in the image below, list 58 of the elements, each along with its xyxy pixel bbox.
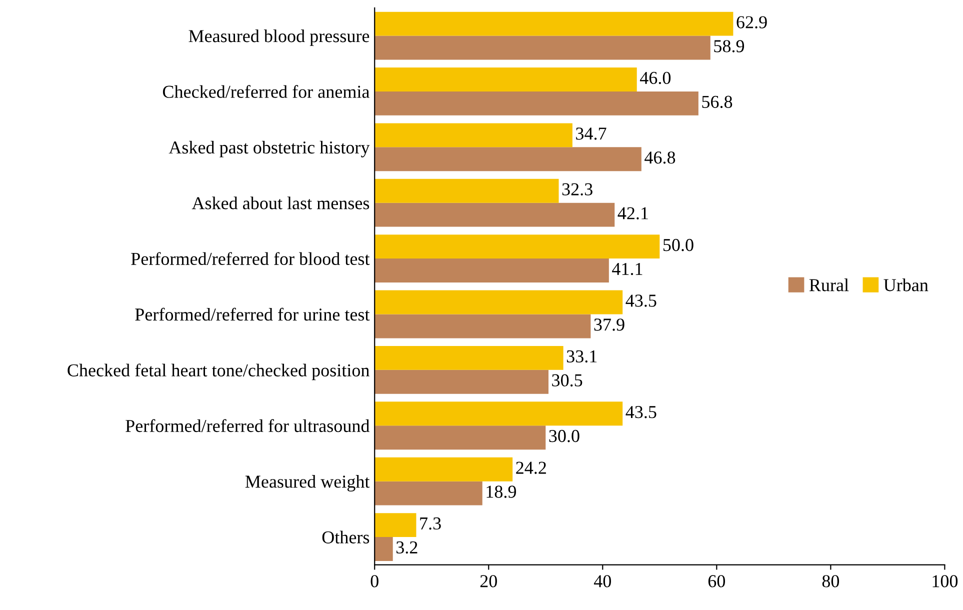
bar	[374, 68, 637, 92]
y-tick-label: Performed/referred for urine test	[135, 308, 370, 321]
data-label: 62.9	[736, 16, 767, 28]
x-tick-label: 80	[822, 575, 840, 588]
data-label: 24.2	[516, 462, 546, 474]
data-label: 58.9	[714, 40, 744, 52]
data-label: 18.9	[486, 486, 516, 498]
legend-label: Urban	[884, 278, 928, 292]
legend-label: Rural	[809, 278, 849, 292]
y-tick-label: Others	[322, 530, 370, 544]
bar	[374, 290, 623, 314]
data-label: 42.1	[618, 207, 648, 220]
data-label: 43.5	[626, 406, 656, 418]
data-label: 3.2	[396, 541, 418, 554]
data-label: 37.9	[594, 318, 624, 331]
data-label: 56.8	[702, 96, 732, 108]
data-label: 30.0	[549, 430, 580, 442]
bar	[374, 178, 559, 203]
y-tick-label: Asked past obstetric history	[168, 140, 370, 158]
y-tick-label: Asked about last menses	[192, 196, 370, 210]
x-tick-label: 40	[594, 575, 611, 588]
bar	[374, 202, 615, 227]
bar	[374, 123, 572, 148]
y-tick-label: Checked fetal heart tone/checked position	[68, 364, 370, 380]
bar	[374, 91, 698, 116]
y-tick-label: Measured blood pressure	[188, 30, 370, 46]
bar	[374, 314, 591, 338]
data-label: 46.8	[644, 151, 676, 164]
y-tick-label: Checked/referred for anemia	[162, 85, 370, 98]
data-label: 46.0	[640, 72, 671, 84]
bar	[374, 402, 623, 426]
bar	[374, 426, 546, 450]
bar	[374, 12, 734, 36]
data-label: 50.0	[663, 238, 694, 252]
bar	[374, 537, 393, 561]
data-label: 41.1	[612, 262, 642, 276]
y-tick-label: Performed/referred for blood test	[131, 252, 370, 265]
bar	[374, 457, 513, 482]
x-tick-label: 100	[932, 575, 958, 588]
bar	[374, 513, 416, 538]
bar	[374, 258, 609, 282]
data-label: 30.5	[552, 374, 582, 387]
bar	[374, 370, 548, 394]
bar	[374, 36, 710, 60]
y-tick-label: Performed/referred for ultrasound	[126, 419, 370, 432]
bar	[374, 346, 564, 370]
bar	[374, 147, 642, 172]
data-label: 32.3	[562, 183, 592, 196]
bar	[374, 481, 482, 506]
x-tick-label: 20	[480, 575, 497, 588]
y-tick-label: Measured weight	[245, 475, 370, 492]
x-tick-label: 0	[370, 575, 378, 588]
data-label: 43.5	[626, 294, 656, 307]
x-tick-label: 60	[708, 575, 726, 588]
bar	[374, 234, 660, 259]
data-label: 7.3	[420, 517, 441, 530]
data-label: 34.7	[576, 128, 606, 140]
data-label: 33.1	[566, 350, 597, 363]
